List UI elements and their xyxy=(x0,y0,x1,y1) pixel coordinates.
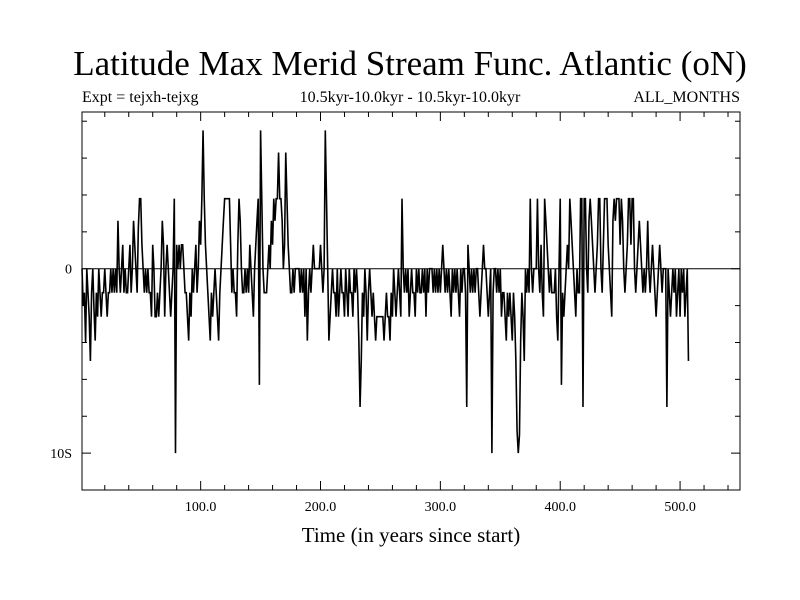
plot-frame xyxy=(81,111,741,491)
x-axis-label: Time (in years since start) xyxy=(302,523,521,547)
chart-title: Latitude Max Merid Stream Func. Atlantic… xyxy=(73,44,747,83)
months-label: ALL_MONTHS xyxy=(633,89,740,106)
x-tick-label: 300.0 xyxy=(425,500,457,515)
y-tick-label: 0 xyxy=(65,263,72,278)
x-tick-label: 100.0 xyxy=(185,500,217,515)
x-tick-label: 200.0 xyxy=(305,500,337,515)
y-tick-label: 10S xyxy=(50,447,72,462)
series-line xyxy=(81,130,690,454)
axis-ticks xyxy=(82,112,740,491)
x-tick-label: 500.0 xyxy=(664,500,696,515)
experiment-label: Expt = tejxh-tejxg xyxy=(82,89,199,106)
x-tick-label: 400.0 xyxy=(544,500,576,515)
axis-tick-labels: 100.0 200.0 300.0 400.0 500.0 0 10S xyxy=(50,263,696,515)
period-label: 10.5kyr-10.0kyr - 10.5kyr-10.0kyr xyxy=(299,89,521,106)
